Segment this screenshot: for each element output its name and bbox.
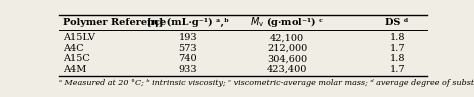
Text: DS ᵈ: DS ᵈ: [385, 18, 409, 27]
Text: A15C: A15C: [63, 54, 90, 63]
Text: A4M: A4M: [63, 65, 86, 74]
Text: Polymer Reference: Polymer Reference: [63, 18, 166, 27]
Text: 933: 933: [179, 65, 197, 74]
Text: ᵃ Measured at 20 °C; ᵇ intrinsic viscosity; ᶜ viscometric-average molar mass; ᵈ : ᵃ Measured at 20 °C; ᵇ intrinsic viscosi…: [59, 79, 474, 87]
Text: A4C: A4C: [63, 44, 83, 53]
Text: A15LV: A15LV: [63, 33, 95, 42]
Text: 1.8: 1.8: [390, 54, 405, 63]
Text: 740: 740: [179, 54, 197, 63]
Text: 573: 573: [179, 44, 197, 53]
Text: 304,600: 304,600: [267, 54, 307, 63]
Text: 423,400: 423,400: [267, 65, 307, 74]
Text: 1.7: 1.7: [390, 44, 405, 53]
Text: 1.7: 1.7: [390, 65, 405, 74]
Text: $\mathit{M}_\mathrm{v}$ (g·mol⁻¹) ᶜ: $\mathit{M}_\mathrm{v}$ (g·mol⁻¹) ᶜ: [250, 15, 324, 29]
Text: [η] (mL·g⁻¹) ᵃ,ᵇ: [η] (mL·g⁻¹) ᵃ,ᵇ: [147, 18, 229, 27]
Text: 1.8: 1.8: [390, 33, 405, 42]
Text: 42,100: 42,100: [270, 33, 304, 42]
Text: 212,000: 212,000: [267, 44, 307, 53]
Text: 193: 193: [179, 33, 197, 42]
